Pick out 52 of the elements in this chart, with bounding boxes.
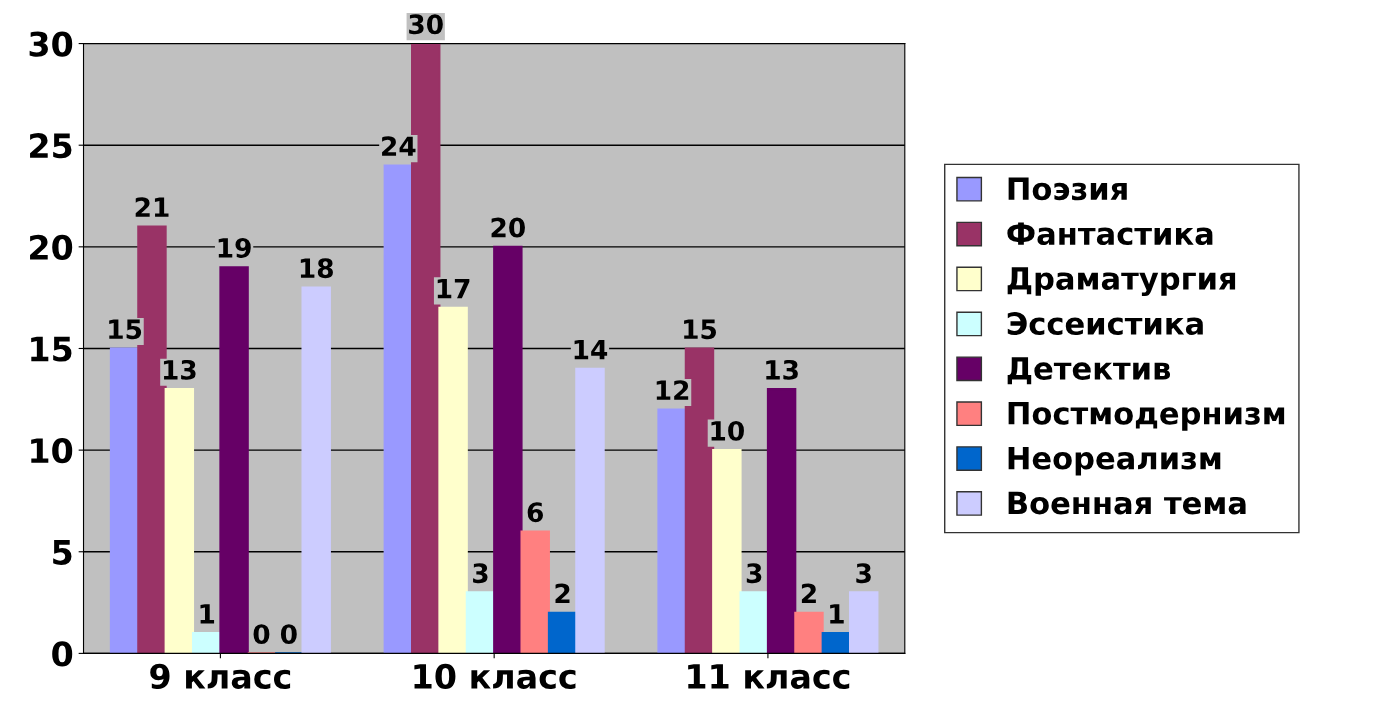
y-tick-label: 0 [52, 641, 73, 667]
data-label: 18 [300, 258, 333, 279]
data-label: 3 [473, 563, 488, 584]
data-label: 6 [527, 502, 543, 523]
x-tick-label: 11 класс [688, 664, 850, 689]
legend-label: Фантастика [1007, 222, 1213, 246]
data-label: 2 [801, 583, 816, 604]
y-tick-label: 30 [29, 31, 73, 57]
x-tick-label: 9 класс [150, 663, 291, 689]
data-label: 20 [491, 217, 525, 238]
bar [657, 408, 687, 654]
data-label: 0 [280, 624, 297, 645]
data-label: 13 [766, 359, 798, 380]
data-label: 24 [382, 136, 416, 156]
data-label: 21 [135, 197, 169, 217]
data-label: 15 [684, 319, 716, 340]
legend-label: Неореализм [1008, 446, 1221, 476]
x-tick-label: 10 класс [414, 663, 576, 689]
data-label: 19 [218, 237, 251, 258]
y-tick-label: 25 [30, 133, 72, 159]
data-label: 3 [746, 563, 762, 584]
legend-label: Военная тема [1008, 491, 1246, 515]
data-label: 14 [574, 339, 608, 360]
data-label: 30 [409, 14, 443, 35]
legend-label: Эссеистика [1007, 311, 1203, 336]
bar [191, 632, 222, 654]
y-tick-label: 5 [53, 540, 72, 565]
bar [438, 306, 468, 654]
bar [575, 367, 605, 654]
bar [164, 388, 195, 654]
bar [766, 388, 797, 654]
data-label: 10 [711, 420, 744, 441]
legend-label: Драматургия [1007, 267, 1236, 297]
data-label: 3 [856, 563, 871, 584]
data-label: 1 [200, 604, 215, 624]
bar [219, 266, 249, 654]
legend-label: Поэзия [1008, 177, 1127, 201]
data-label: 17 [437, 278, 470, 299]
y-tick-label: 10 [31, 438, 73, 464]
bar [712, 449, 742, 654]
data-label: 12 [656, 380, 689, 400]
data-label: 15 [109, 319, 142, 340]
y-tick-label: 20 [30, 234, 73, 260]
data-label: 1 [830, 604, 844, 624]
legend-label: Детектив [1007, 357, 1171, 385]
data-label: 2 [555, 583, 570, 604]
y-tick-label: 15 [31, 336, 72, 362]
data-label: 0 [253, 624, 270, 645]
bar [821, 632, 852, 654]
data-label: 13 [163, 359, 196, 380]
legend-label: Постмодернизм [1008, 402, 1285, 431]
bar [109, 347, 140, 654]
